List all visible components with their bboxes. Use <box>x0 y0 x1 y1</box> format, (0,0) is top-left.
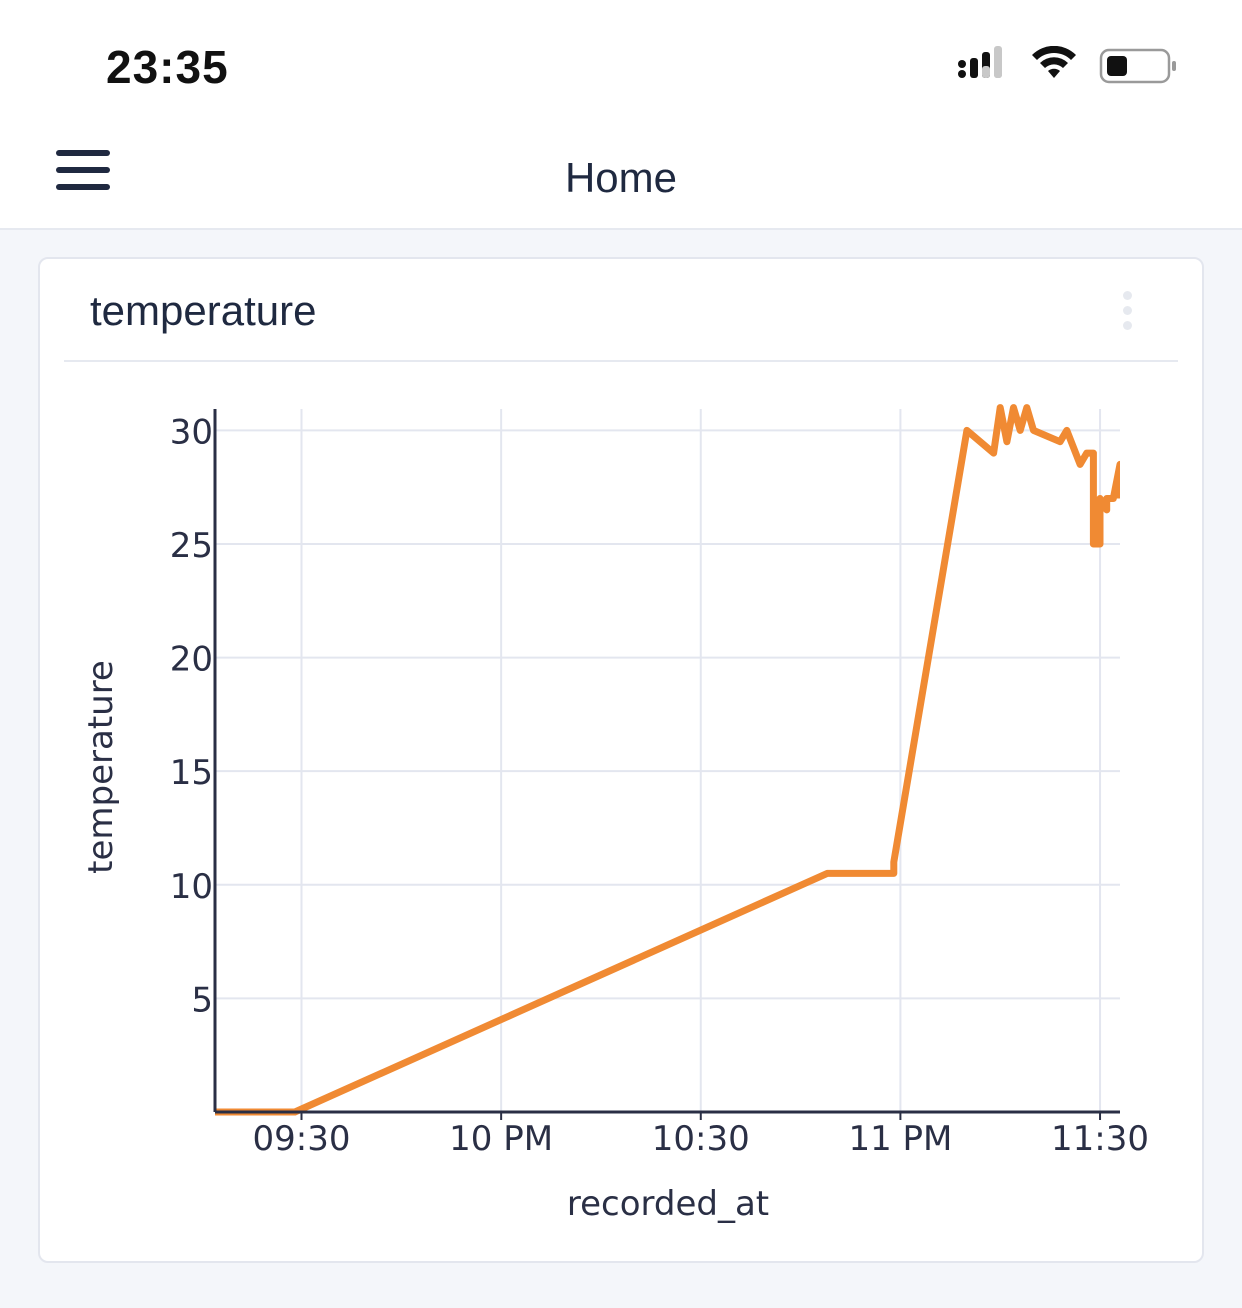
more-vertical-icon[interactable] <box>1120 289 1134 333</box>
hamburger-menu-icon[interactable] <box>56 148 112 192</box>
app-bar: Home <box>0 130 1242 230</box>
temperature-series-line <box>215 404 1120 1116</box>
card-divider <box>64 360 1178 362</box>
page-title: Home <box>564 154 678 201</box>
y-tick-label: 10 <box>170 867 213 907</box>
chart-card: temperature 5 10 15 20 25 30 09:30 10 PM 10:30 1… <box>38 257 1204 1263</box>
battery-icon <box>1099 48 1176 84</box>
status-time: 23:35 <box>106 41 229 93</box>
signal-icon <box>958 46 1002 78</box>
y-tick-label: 30 <box>170 412 213 452</box>
y-tick-label: 5 <box>191 980 213 1020</box>
wifi-icon <box>1032 45 1076 78</box>
x-tick-label: 11:30 <box>1051 1119 1149 1159</box>
y-axis-label: temperature <box>81 660 121 874</box>
status-icons <box>958 45 1180 90</box>
y-tick-label: 15 <box>170 753 213 793</box>
card-title: temperature <box>90 287 317 334</box>
x-tick-label: 09:30 <box>253 1119 351 1159</box>
x-tick-label: 10 PM <box>449 1119 553 1159</box>
y-tick-label: 20 <box>170 640 213 680</box>
x-tick-label: 11 PM <box>848 1119 952 1159</box>
x-tick-label: 10:30 <box>652 1119 750 1159</box>
x-axis-label: recorded_at <box>567 1184 769 1224</box>
temperature-chart: 5 10 15 20 25 30 09:30 10 PM 10:30 11 PM 11:30 re… <box>81 404 1149 1224</box>
status-bar: 23:35 <box>0 0 1242 130</box>
y-tick-label: 25 <box>170 526 213 566</box>
